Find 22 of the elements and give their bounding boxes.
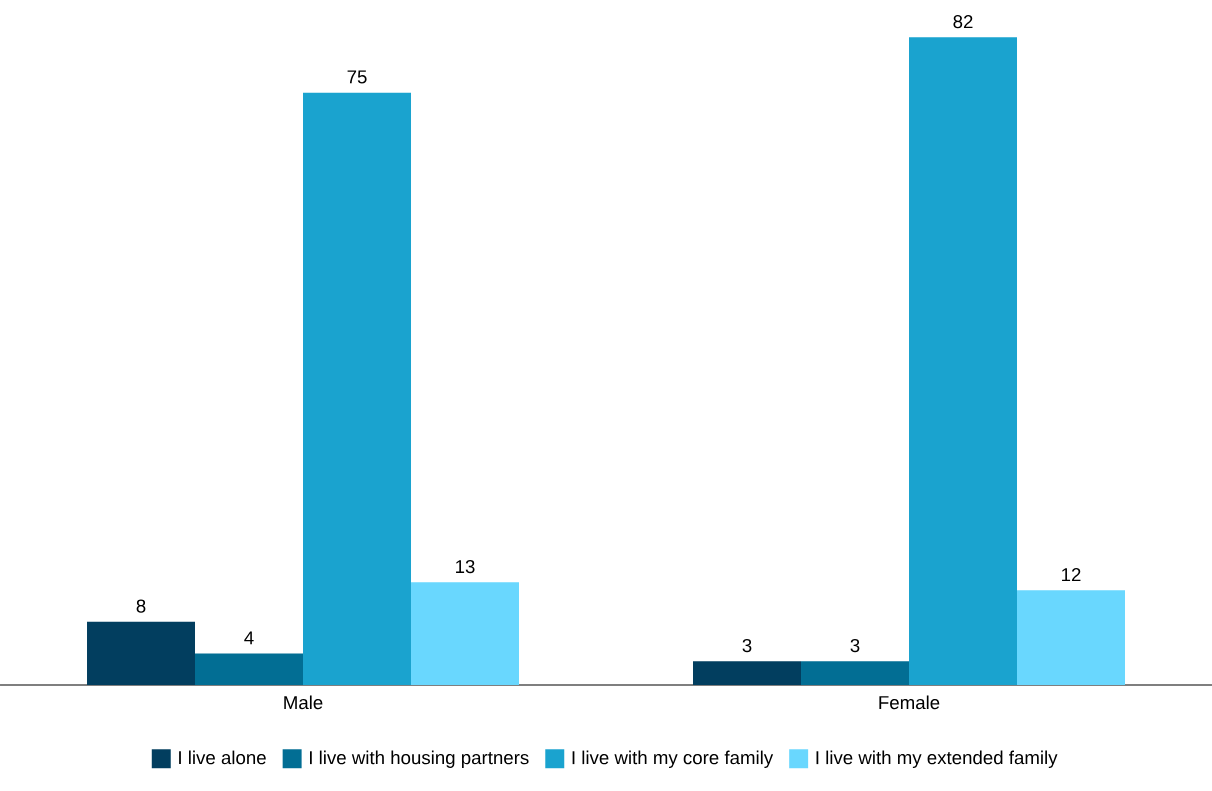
legend-label: I live with my extended family: [816, 750, 1058, 768]
bar: [1017, 590, 1126, 685]
legend-label: I live with housing partners: [310, 750, 529, 768]
bar: [909, 37, 1018, 685]
bar: [87, 621, 196, 685]
data-label: 13: [456, 559, 475, 574]
bar: [195, 653, 304, 685]
data-label: 8: [136, 599, 146, 613]
data-label: 3: [742, 638, 752, 653]
x-tick-label: Male: [284, 695, 323, 710]
x-tick-label: Female: [879, 695, 940, 710]
data-label: 4: [244, 631, 254, 645]
bar: [303, 92, 412, 685]
legend-label: I live alone: [179, 750, 266, 765]
bar: [411, 582, 520, 685]
bar: [693, 661, 802, 685]
data-label: 12: [1062, 568, 1081, 582]
data-label: 3: [850, 638, 860, 653]
legend-label: I live with my core family: [572, 750, 774, 768]
data-label: 82: [953, 14, 973, 29]
data-label: 75: [347, 70, 367, 84]
bar: [801, 661, 910, 685]
